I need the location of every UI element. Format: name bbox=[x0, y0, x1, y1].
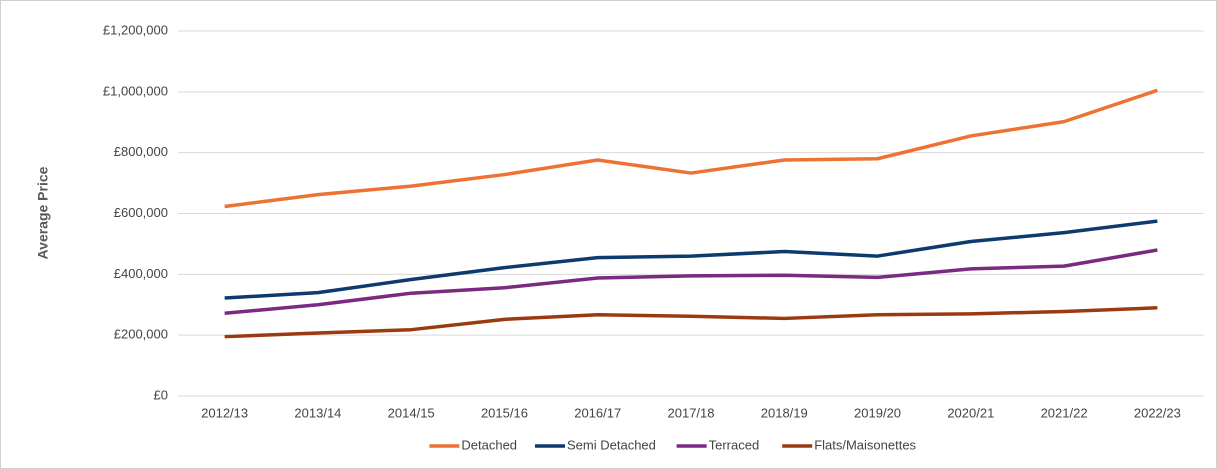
x-tick-label: 2015/16 bbox=[481, 405, 528, 420]
legend-label: Semi Detached bbox=[567, 437, 656, 452]
y-axis-label: Average Price bbox=[35, 166, 51, 259]
x-tick-label: 2012/13 bbox=[201, 405, 248, 420]
y-tick-label: £1,000,000 bbox=[103, 83, 168, 98]
line-series bbox=[224, 88, 1158, 209]
legend-label: Terraced bbox=[709, 437, 760, 452]
x-tick-label: 2018/19 bbox=[761, 405, 808, 420]
x-tick-label: 2013/14 bbox=[294, 405, 341, 420]
x-tick-label: 2014/15 bbox=[388, 405, 435, 420]
line-series bbox=[224, 248, 1158, 316]
x-tick-label: 2021/22 bbox=[1041, 405, 1088, 420]
y-tick-label: £400,000 bbox=[114, 266, 168, 281]
x-tick-label: 2017/18 bbox=[668, 405, 715, 420]
x-tick-label: 2020/21 bbox=[947, 405, 994, 420]
y-tick-label: £200,000 bbox=[114, 327, 168, 342]
y-tick-label: £600,000 bbox=[114, 205, 168, 220]
legend-label: Flats/Maisonettes bbox=[814, 437, 916, 452]
x-tick-label: 2016/17 bbox=[574, 405, 621, 420]
y-tick-label: £800,000 bbox=[114, 144, 168, 159]
x-tick-label: 2019/20 bbox=[854, 405, 901, 420]
y-tick-label: £1,200,000 bbox=[103, 22, 168, 37]
legend-label: Detached bbox=[461, 437, 517, 452]
line-series bbox=[224, 306, 1158, 339]
x-tick-label: 2022/23 bbox=[1134, 405, 1181, 420]
y-tick-label: £0 bbox=[154, 387, 168, 402]
line-series bbox=[224, 219, 1158, 300]
